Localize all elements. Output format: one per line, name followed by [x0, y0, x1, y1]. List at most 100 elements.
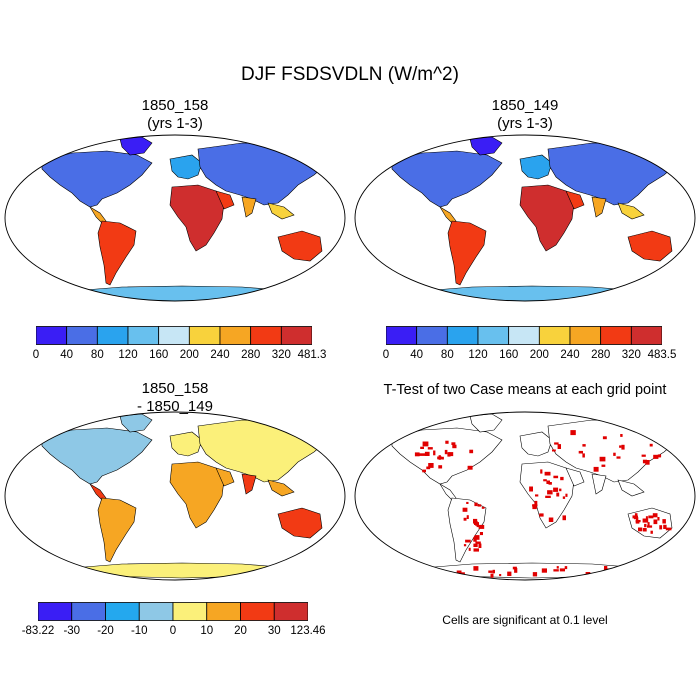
map-land-layer [391, 413, 679, 579]
significant-cell [458, 572, 465, 575]
land-southAmerica [97, 497, 137, 563]
significant-cell [441, 456, 444, 460]
significant-cell [553, 487, 559, 492]
colorbar-2-tick-label: 0 [382, 349, 390, 361]
significant-cell [452, 444, 457, 449]
map-border [354, 411, 696, 581]
significant-cell [635, 520, 641, 523]
land-northAmerica [391, 427, 503, 485]
significant-cell [570, 430, 576, 436]
significant-cell [638, 527, 643, 532]
significant-cell [559, 488, 562, 492]
colorbar-panel-1: 0 40 80 120 160 200 240 280 320 481.3 [33, 326, 326, 366]
land-europe [169, 431, 203, 457]
panel-1-title-line2: (yrs 1-3) [147, 115, 203, 132]
land-arabia [565, 190, 585, 210]
significant-cell [422, 441, 429, 447]
significant-cell [650, 530, 653, 534]
colorbar-1-tick-label: 240 [210, 349, 230, 361]
significant-cell [466, 515, 469, 519]
significant-cell [644, 523, 647, 528]
colorbar-3-swatch-3 [138, 602, 174, 621]
significant-cell [619, 445, 622, 448]
significant-cell [582, 453, 585, 458]
significant-cell [445, 440, 449, 444]
land-southAmerica [97, 220, 137, 286]
significant-cell [662, 519, 666, 524]
significant-cell [557, 444, 561, 449]
colorbar-3-swatch-2 [105, 602, 140, 621]
colorbar-3-tick-label: 123.46 [290, 625, 326, 637]
significant-cell [428, 463, 434, 468]
significant-cell [540, 469, 543, 474]
significant-cell [507, 571, 512, 576]
significant-cell [474, 535, 480, 540]
colorbar-1-swatch-6 [219, 326, 252, 345]
significant-cell [562, 496, 566, 499]
significant-cell [437, 456, 442, 460]
colorbar-2-swatch-8 [630, 326, 662, 345]
colorbar-3-swatch-4 [172, 602, 208, 621]
significant-cell [481, 506, 485, 509]
land-centralAmerica [439, 206, 457, 224]
colorbar-2-swatch-6 [569, 326, 602, 345]
significant-cell [649, 443, 653, 447]
significant-cell [444, 449, 448, 455]
significant-cell [534, 500, 538, 506]
significant-cell [613, 452, 616, 456]
significant-cell [559, 568, 565, 572]
colorbar-3-swatch-7 [273, 602, 308, 621]
significant-cell [463, 544, 467, 547]
land-northAmerica [391, 150, 503, 208]
colorbar-2-swatch-2 [446, 326, 479, 345]
significant-cell [578, 450, 583, 454]
land-india [591, 473, 607, 495]
colorbar-3-tick-label: -20 [97, 625, 114, 637]
land-northAmerica [41, 150, 153, 208]
colorbar-1-swatch-7 [250, 326, 282, 345]
significant-cell [448, 452, 454, 457]
land-arabia [215, 467, 235, 487]
significant-cell [473, 566, 479, 571]
colorbar-1-tick-label: 120 [118, 349, 138, 361]
significant-cell [419, 453, 425, 456]
land-antarctica [71, 562, 293, 579]
significant-cell [642, 459, 647, 464]
significant-cell [621, 444, 625, 450]
significant-cell [560, 476, 564, 481]
significant-cell [422, 469, 426, 473]
land-india [591, 196, 607, 218]
land-india [241, 196, 257, 218]
significant-cell [657, 454, 662, 458]
colorbar-2-swatch-0 [386, 326, 418, 345]
land-africa [169, 461, 225, 529]
colorbar-panel-3: -83.22 -30 -20 -10 0 10 20 30 123.46 [22, 602, 326, 642]
land-greenland [119, 136, 153, 156]
colorbar-1-tick-label: 80 [90, 349, 104, 361]
colorbar-2-tick-label: 240 [560, 349, 580, 361]
significant-cell [514, 568, 518, 573]
map-land-layer [41, 136, 329, 301]
significant-cell [606, 573, 610, 576]
land-seAsia [267, 202, 295, 220]
land-greenland [469, 136, 503, 156]
significant-cell [565, 493, 568, 497]
significant-cell [467, 465, 473, 470]
colorbar-3-tick-label: 10 [200, 625, 214, 637]
significant-cell [652, 513, 658, 518]
colorbar-2-tick-label: 320 [621, 349, 641, 361]
significant-cell [529, 486, 533, 492]
colorbar-3-tick-label: 0 [169, 625, 177, 637]
significant-cell [648, 515, 654, 519]
significant-cell [479, 532, 483, 536]
significant-cell [659, 525, 663, 530]
main-title: DJF FSDSVDLN (W/m^2) [241, 64, 459, 85]
significant-cell [548, 517, 554, 522]
map-panel-3 [4, 411, 346, 581]
significant-cell [478, 543, 482, 548]
map-border [4, 134, 346, 302]
colorbar-2-tick-label: 80 [440, 349, 454, 361]
significant-cell [602, 436, 607, 440]
panel-4-title: T-Test of two Case means at each grid po… [350, 381, 700, 399]
significant-cell [545, 495, 551, 498]
